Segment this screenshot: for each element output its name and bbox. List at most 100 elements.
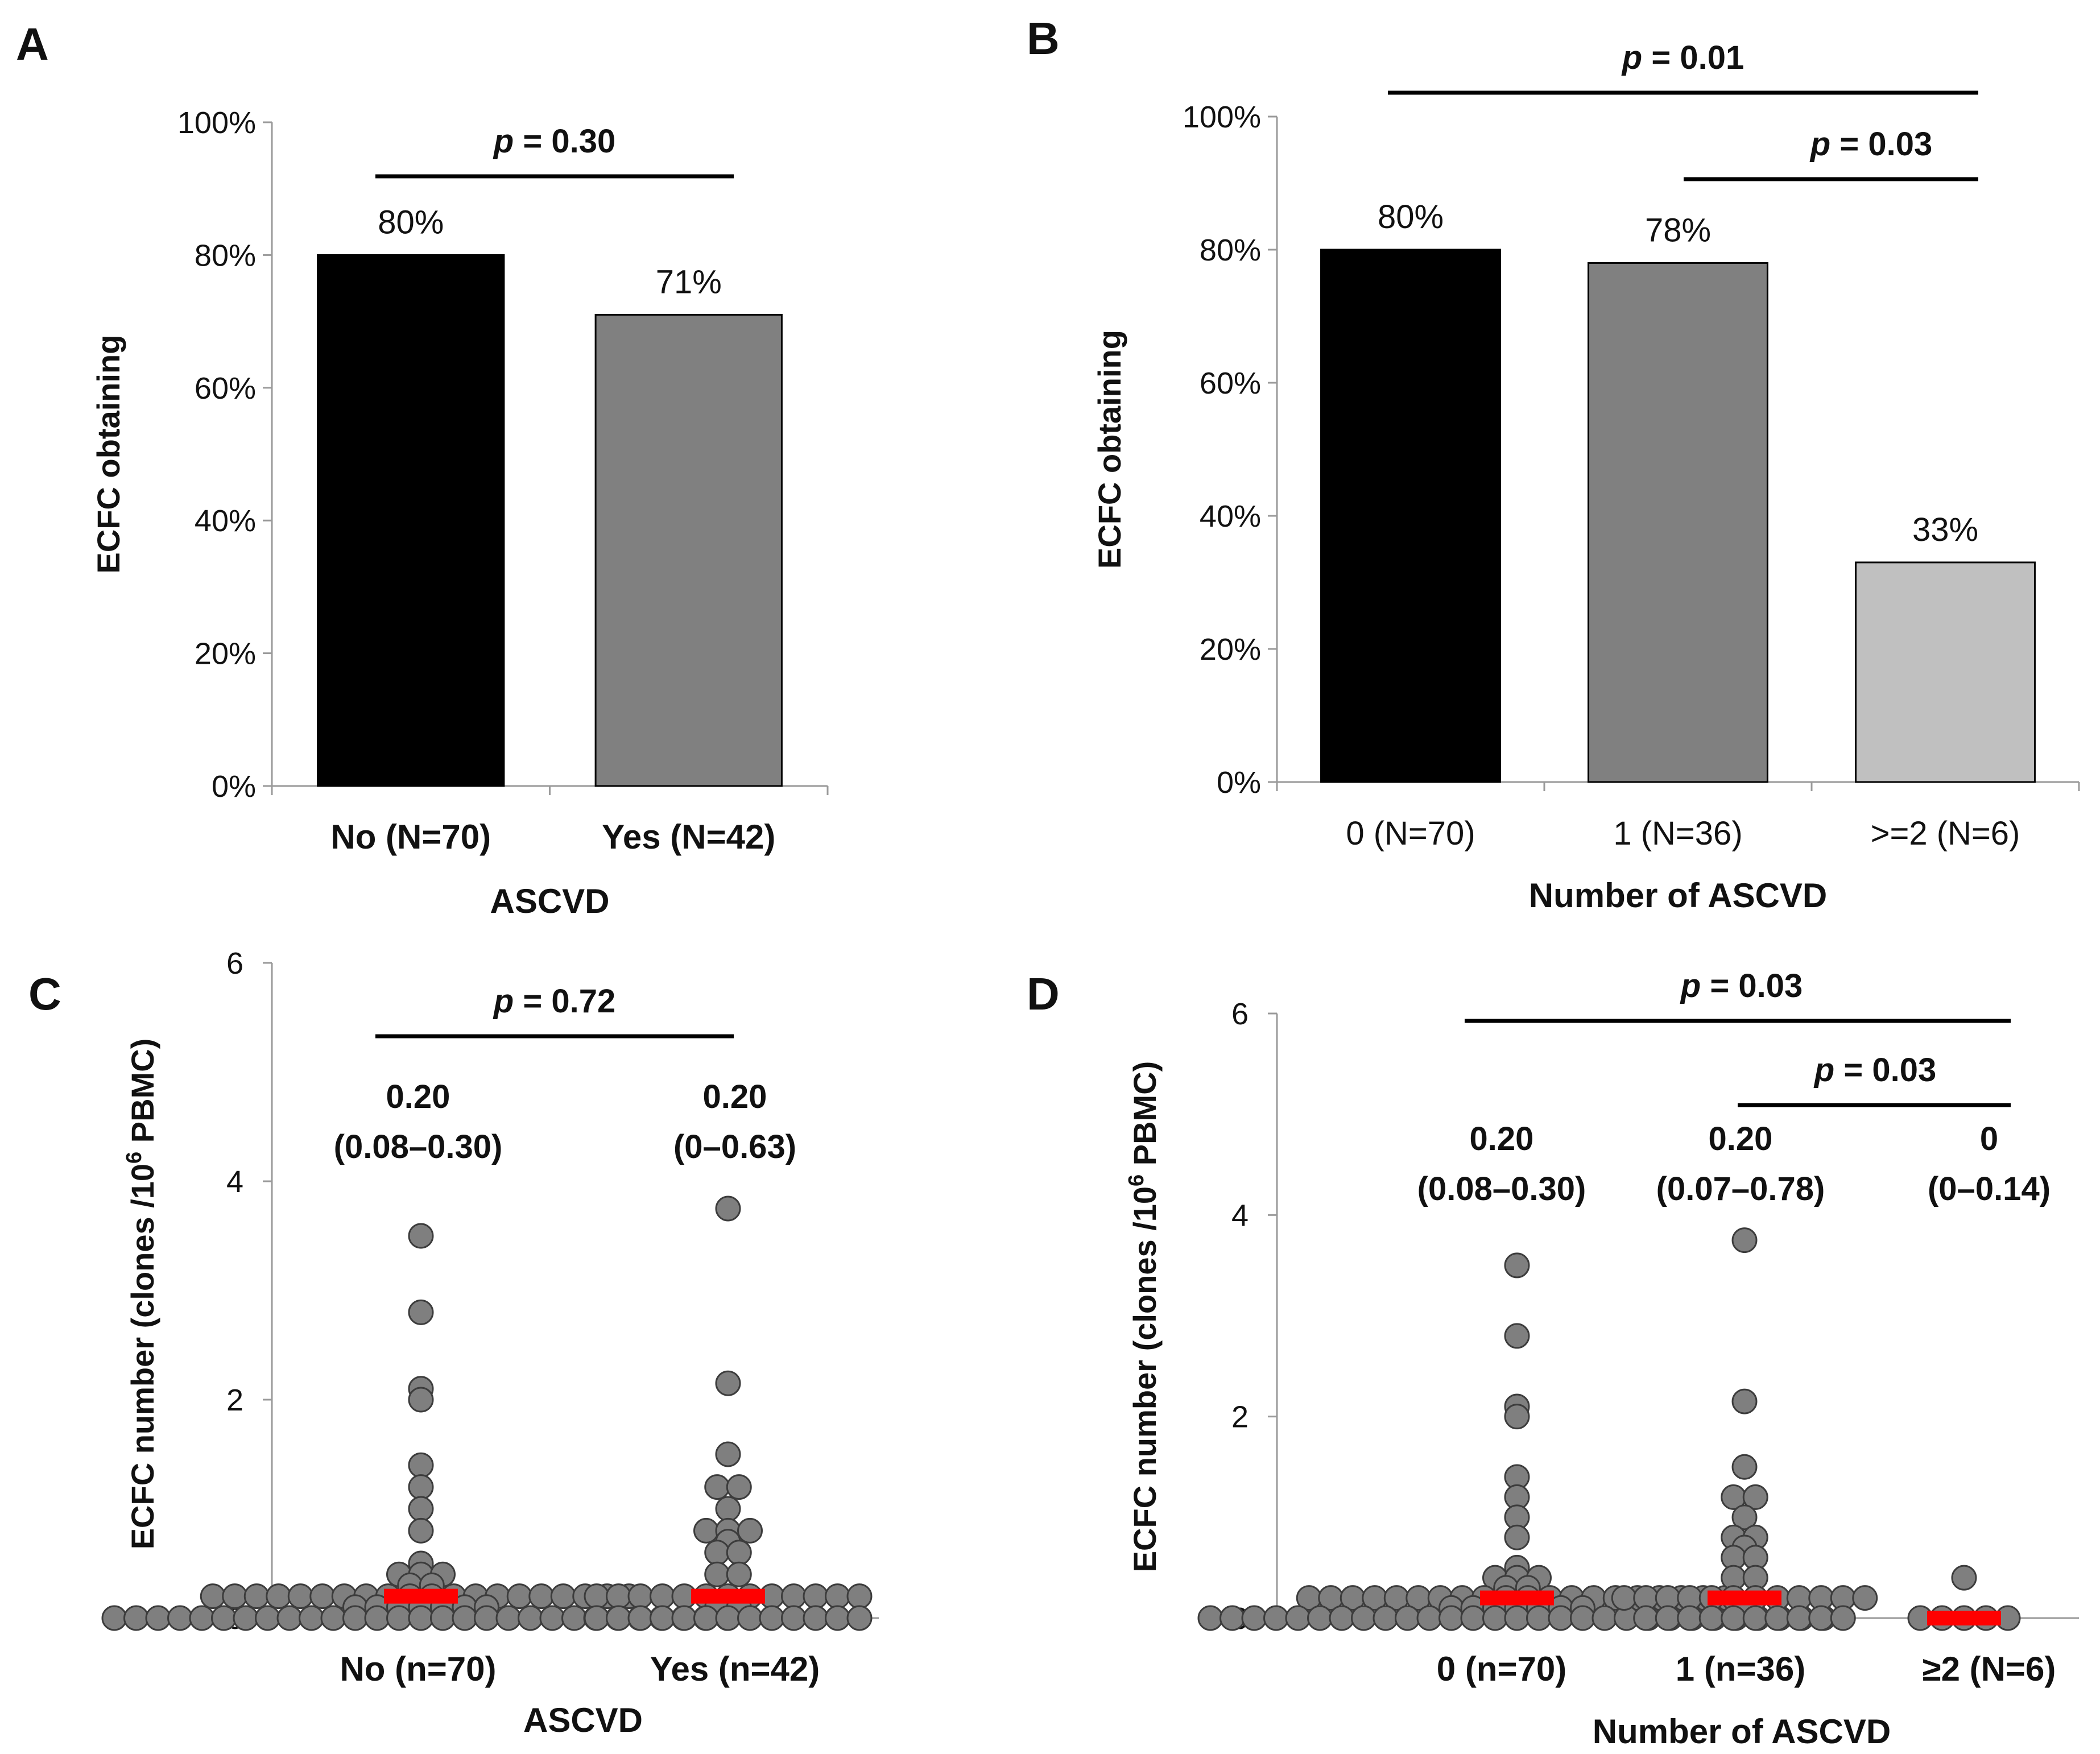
data-point-c-0 (495, 1605, 522, 1631)
median-line-c-1 (691, 1588, 765, 1604)
median-value-label: 0.20 (1470, 1120, 1534, 1157)
data-point-c-1 (693, 1605, 719, 1631)
data-point-c-1 (846, 1605, 873, 1631)
data-point-d-0 (1395, 1605, 1420, 1631)
data-point-c-0 (386, 1605, 412, 1631)
data-point-c-0 (408, 1387, 434, 1413)
data-point-c-0 (528, 1583, 555, 1610)
data-point-c-1 (627, 1605, 654, 1631)
data-point-d-1 (1677, 1605, 1703, 1631)
data-point-d-0 (1285, 1605, 1311, 1631)
p-value-label: p = 0.72 (493, 983, 615, 1020)
x-category-label: Yes (n=42) (650, 1650, 820, 1688)
y-tick-label: 4 (226, 1165, 243, 1199)
data-point-c-0 (255, 1605, 280, 1631)
data-point-d-1 (1742, 1484, 1768, 1510)
data-point-c-0 (266, 1583, 292, 1610)
y-tick-label: 2 (1231, 1400, 1249, 1434)
data-point-c-0 (309, 1583, 336, 1610)
median-line-d-1 (1708, 1590, 1781, 1606)
data-point-c-0 (101, 1605, 127, 1631)
y-tick-label: 100% (1183, 100, 1261, 134)
bar-value-label: 71% (656, 263, 722, 300)
data-point-c-0 (299, 1605, 324, 1631)
median-value-label: 0.20 (386, 1078, 450, 1115)
median-value-label: 0.20 (1709, 1120, 1773, 1157)
x-axis-title: Number of ASCVD (1593, 1712, 1891, 1751)
data-point-d-0 (1504, 1323, 1530, 1349)
y-axis-title: ECFC obtaining (1092, 330, 1127, 569)
y-tick-label: 6 (226, 946, 243, 981)
median-line-d-2 (1927, 1611, 2001, 1625)
data-point-d-0 (1570, 1605, 1595, 1631)
x-category-label: No (N=70) (330, 818, 491, 856)
data-point-c-1 (704, 1474, 730, 1500)
data-point-c-0 (408, 1517, 434, 1544)
data-point-c-0 (430, 1605, 456, 1631)
bar-b-1 (1588, 262, 1768, 783)
data-point-c-0 (506, 1583, 532, 1610)
data-point-d-1 (1698, 1605, 1725, 1631)
data-point-c-1 (704, 1540, 730, 1566)
data-point-d-2 (1951, 1565, 1977, 1591)
data-point-c-0 (123, 1605, 149, 1631)
data-point-d-0 (1504, 1524, 1530, 1550)
data-point-d-1 (1731, 1454, 1758, 1480)
bar-value-label: 80% (378, 204, 444, 241)
y-axis-title: ECFC obtaining (90, 335, 126, 574)
x-category-label: ≥2 (N=6) (1923, 1650, 2056, 1688)
x-category-label: 1 (n=36) (1676, 1650, 1805, 1688)
panel-a-bar-chart: 0% 20% 40% 60% 80% 100% 80% No (N=70) 71% Yes (N=… (90, 106, 829, 920)
data-point-d-0 (1526, 1605, 1552, 1631)
data-point-c-1 (726, 1561, 752, 1587)
median-line-d-0 (1480, 1590, 1554, 1606)
y-tick-label: 2 (226, 1383, 243, 1417)
data-point-c-1 (715, 1370, 741, 1396)
panel-letter-b: B (1027, 13, 1060, 64)
bar-b-2 (1855, 561, 2036, 783)
p-value-label: p = 0.03 (1813, 1052, 1936, 1089)
data-point-c-1 (803, 1605, 829, 1631)
bar-a-0 (317, 254, 505, 787)
data-point-c-1 (825, 1583, 850, 1610)
data-point-c-0 (408, 1452, 434, 1478)
data-point-c-1 (715, 1195, 741, 1222)
data-point-c-1 (737, 1517, 763, 1544)
data-point-c-1 (781, 1583, 807, 1610)
data-point-c-0 (518, 1605, 543, 1631)
data-point-c-0 (320, 1605, 346, 1631)
data-point-c-0 (408, 1223, 434, 1249)
panel-c-dot-plot: 02460.20(0.08–0.30)No (n=70)0.20(0–0.63)… (101, 946, 879, 1739)
data-point-c-0 (561, 1605, 587, 1631)
median-value-label: 0 (1980, 1120, 1998, 1157)
data-point-c-0 (200, 1583, 226, 1610)
data-point-c-1 (726, 1474, 752, 1500)
data-point-c-0 (189, 1605, 215, 1631)
data-point-c-1 (584, 1605, 610, 1631)
y-axis-title: ECFC number (clones /106 PBMC) (1125, 1061, 1163, 1573)
data-point-c-1 (781, 1605, 807, 1631)
data-point-c-1 (584, 1583, 610, 1610)
data-point-c-0 (408, 1299, 434, 1325)
data-point-d-1 (1655, 1605, 1681, 1631)
median-value-label: 0.20 (703, 1078, 767, 1115)
data-point-c-1 (606, 1605, 631, 1631)
p-value-label: p = 0.03 (1680, 967, 1803, 1004)
data-point-d-0 (1482, 1605, 1508, 1631)
x-category-label: No (n=70) (340, 1650, 496, 1688)
bar-b-0 (1320, 249, 1501, 783)
iqr-range-label: (0.08–0.30) (1417, 1170, 1586, 1207)
bar-value-label: 80% (1378, 198, 1444, 235)
data-point-c-0 (243, 1583, 270, 1610)
x-axis-title: Number of ASCVD (1529, 876, 1827, 915)
x-axis-title: ASCVD (523, 1701, 643, 1739)
y-tick-label: 20% (1200, 632, 1261, 667)
panel-letter-d: D (1027, 969, 1060, 1019)
data-point-d-1 (1764, 1605, 1791, 1631)
median-line-c-0 (384, 1588, 458, 1604)
y-tick-label: 100% (177, 106, 256, 140)
y-tick-label: 60% (1200, 366, 1261, 400)
data-point-d-1 (1742, 1605, 1768, 1631)
data-point-d-1 (1721, 1605, 1747, 1631)
